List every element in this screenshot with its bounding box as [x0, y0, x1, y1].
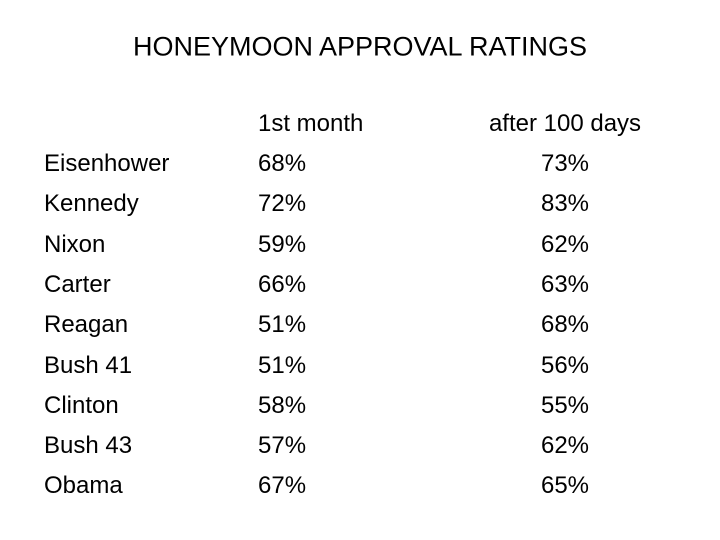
- table-cell: 51%: [258, 311, 307, 339]
- table-cell: 51%: [258, 351, 307, 379]
- table-cell: 65%: [540, 472, 590, 500]
- table-cell: 62%: [540, 432, 590, 460]
- table-cell: 68%: [540, 311, 590, 339]
- row-label: Kennedy: [44, 190, 139, 218]
- column-header: 1st month: [258, 110, 364, 137]
- table-cell: 63%: [540, 270, 590, 298]
- row-label: Eisenhower: [44, 150, 170, 177]
- table-cell: 66%: [258, 270, 307, 298]
- table-cell: 68%: [258, 150, 307, 177]
- row-label: Bush 43: [44, 432, 133, 460]
- row-label: Nixon: [44, 230, 106, 258]
- table-cell: 67%: [258, 472, 307, 500]
- table-cell: 62%: [540, 230, 590, 258]
- table-cell: 72%: [258, 190, 307, 218]
- table-cell: 58%: [258, 391, 307, 419]
- row-label: Obama: [44, 472, 123, 500]
- table-cell: 56%: [540, 351, 590, 379]
- row-label: Clinton: [44, 391, 119, 419]
- table-cell: 55%: [540, 391, 590, 419]
- row-label: Carter: [44, 270, 111, 298]
- table-cell: 59%: [258, 230, 307, 258]
- table-cell: 83%: [540, 190, 590, 218]
- row-label: Bush 41: [44, 351, 133, 379]
- column-header: after 100 days: [488, 110, 642, 137]
- slide-title: HONEYMOON APPROVAL RATINGS: [132, 31, 588, 62]
- table-cell: 57%: [258, 432, 307, 460]
- row-label: Reagan: [44, 311, 129, 339]
- table-cell: 73%: [540, 150, 590, 177]
